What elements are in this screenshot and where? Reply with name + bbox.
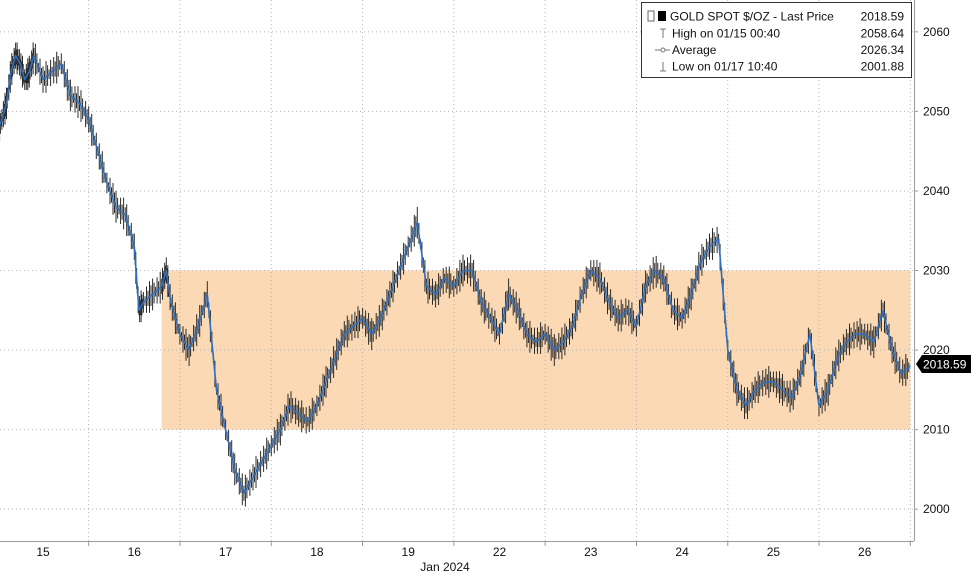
- x-tick-label: 22: [493, 545, 507, 559]
- x-tick-label: 26: [858, 545, 872, 559]
- y-tick-label: 2000: [923, 502, 950, 516]
- y-tick-label: 2010: [923, 423, 950, 437]
- x-tick-label: 16: [128, 545, 142, 559]
- legend-title: GOLD SPOT $/OZ - Last Price: [670, 10, 834, 24]
- y-tick-label: 2040: [923, 184, 950, 198]
- x-tick-label: 15: [36, 545, 50, 559]
- y-tick-label: 2050: [923, 104, 950, 118]
- x-tick-label: 23: [584, 545, 598, 559]
- last-price-marker: 2018.59: [916, 355, 971, 373]
- x-tick-label: 25: [767, 545, 781, 559]
- legend-low-value: 2001.88: [861, 60, 905, 74]
- legend-box: [641, 2, 912, 78]
- x-tick-label: 24: [675, 545, 689, 559]
- x-tick-label: 19: [402, 545, 416, 559]
- legend-low-label: Low on 01/17 10:40: [672, 60, 778, 74]
- x-tick-label: 18: [310, 545, 324, 559]
- y-tick-label: 2020: [923, 343, 950, 357]
- y-tick-label: 2030: [923, 264, 950, 278]
- legend-title-value: 2018.59: [861, 10, 905, 24]
- legend: GOLD SPOT $/OZ - Last Price 2018.59 High…: [641, 2, 912, 78]
- candle-legend-icon: [647, 10, 666, 22]
- low-marker-icon: [660, 62, 666, 72]
- legend-average-label: Average: [672, 43, 717, 57]
- x-axis-ticks: 15 16 17 18 19 22 23 24 25 26: [36, 541, 911, 559]
- last-price-label-bg: [916, 355, 971, 373]
- x-tick-label: 17: [219, 545, 233, 559]
- price-series-line: [0, 54, 911, 495]
- legend-average-value: 2026.34: [861, 43, 905, 57]
- high-marker-icon: [660, 28, 666, 38]
- y-tick-label: 2060: [923, 25, 950, 39]
- x-axis-title: Jan 2024: [420, 560, 470, 574]
- y-axis-ticks: 2000 2010 2020 2030 2040 2050 2060: [914, 25, 950, 516]
- legend-high-value: 2058.64: [861, 27, 905, 41]
- last-price-label: 2018.59: [923, 358, 967, 372]
- average-marker-icon: [655, 47, 670, 53]
- legend-high-label: High on 01/15 00:40: [672, 27, 780, 41]
